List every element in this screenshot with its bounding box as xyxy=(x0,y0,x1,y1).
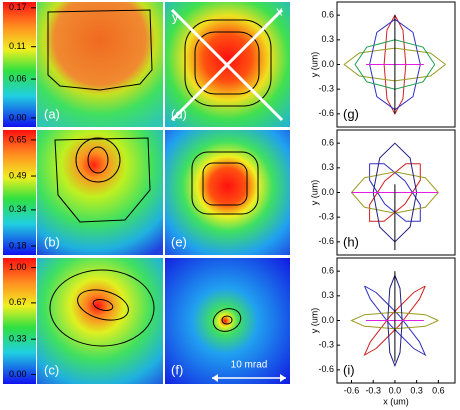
colorbars xyxy=(3,2,36,384)
colorbar-tick-label: 0.49 xyxy=(9,170,27,180)
y-axis-label: y (um) xyxy=(309,308,319,334)
annotation: y xyxy=(172,9,179,24)
colorbar-tick-label: 0.34 xyxy=(9,204,27,214)
heatmaps xyxy=(37,2,290,384)
contour xyxy=(194,31,260,95)
y-axis-label: y (um) xyxy=(309,52,319,78)
colorbar-tick-label: 0.65 xyxy=(9,134,27,144)
colorbar-tick-label: 0.11 xyxy=(9,41,26,51)
y-tick-label: 0.3 xyxy=(321,162,334,172)
contour xyxy=(49,269,155,347)
trajectory xyxy=(350,311,439,330)
heatmap xyxy=(165,258,290,384)
panel-label: (h) xyxy=(343,234,359,249)
y-tick-label: 0.0 xyxy=(321,315,334,325)
contour xyxy=(87,146,109,174)
trajectory xyxy=(363,285,426,357)
contour xyxy=(92,299,114,311)
panel-label: (i) xyxy=(343,362,355,377)
trajectory xyxy=(343,47,446,82)
colorbar-tick-label: 0.00 xyxy=(9,369,27,379)
x-tick-label: 0.0 xyxy=(389,385,402,395)
annotation: x xyxy=(276,3,283,18)
y-tick-label: 0.6 xyxy=(321,10,334,20)
x-tick-label: 0.3 xyxy=(410,385,423,395)
colorbar xyxy=(3,258,36,384)
y-tick-label: 0.3 xyxy=(321,290,334,300)
x-tick-label: -0.3 xyxy=(365,385,381,395)
axis-line xyxy=(170,8,284,122)
x-axis-label: x (um) xyxy=(383,396,409,406)
panel-label: (f) xyxy=(171,362,183,377)
x-tick-label: -0.6 xyxy=(344,385,360,395)
contour xyxy=(202,162,248,206)
trajectory xyxy=(369,163,421,222)
colorbar xyxy=(3,2,36,127)
panel-label: (d) xyxy=(171,106,187,121)
panel-label: (c) xyxy=(44,362,59,377)
y-tick-label: -0.3 xyxy=(318,212,334,222)
y-tick-label: -0.3 xyxy=(318,84,334,94)
y-axis-label: y (um) xyxy=(309,180,319,206)
heatmap xyxy=(165,130,290,255)
panel-label: (g) xyxy=(343,106,359,121)
y-tick-label: 0.0 xyxy=(321,187,334,197)
heatmap xyxy=(37,2,163,127)
panel-label: (b) xyxy=(44,234,60,249)
y-tick-label: -0.6 xyxy=(318,108,334,118)
contour xyxy=(54,137,151,223)
colorbar-tick-label: 0.00 xyxy=(9,112,27,122)
contour xyxy=(184,19,272,107)
y-tick-label: 0.6 xyxy=(321,138,334,148)
heatmap xyxy=(37,258,163,384)
y-tick-label: 0.0 xyxy=(321,59,334,69)
colorbar xyxy=(3,130,36,255)
x-tick-label: 0.6 xyxy=(432,385,445,395)
panel-label: (a) xyxy=(44,106,60,121)
colorbar-tick-label: 0.18 xyxy=(9,240,27,250)
contour xyxy=(191,151,259,215)
contour xyxy=(75,137,121,183)
contour xyxy=(77,289,129,321)
colorbar-tick-label: 0.33 xyxy=(9,334,27,344)
colorbar-tick-label: 0.06 xyxy=(9,73,27,83)
y-tick-label: -0.6 xyxy=(318,364,334,374)
trajectory xyxy=(369,163,421,222)
contour xyxy=(221,315,233,325)
scale-bar-label: 10 mrad xyxy=(231,360,268,371)
colorbar-tick-label: 0.67 xyxy=(9,297,27,307)
trajectory xyxy=(354,39,436,90)
contour xyxy=(47,9,153,91)
trajectory xyxy=(364,285,427,357)
y-tick-label: -0.3 xyxy=(318,340,334,350)
y-tick-label: 0.6 xyxy=(321,266,334,276)
y-tick-label: 0.3 xyxy=(321,34,334,44)
colorbar-tick-label: 1.00 xyxy=(9,262,27,272)
panel-label: (e) xyxy=(171,234,187,249)
y-tick-label: -0.6 xyxy=(318,236,334,246)
contour xyxy=(212,308,242,332)
colorbar-tick-label: 0.17 xyxy=(9,2,27,12)
